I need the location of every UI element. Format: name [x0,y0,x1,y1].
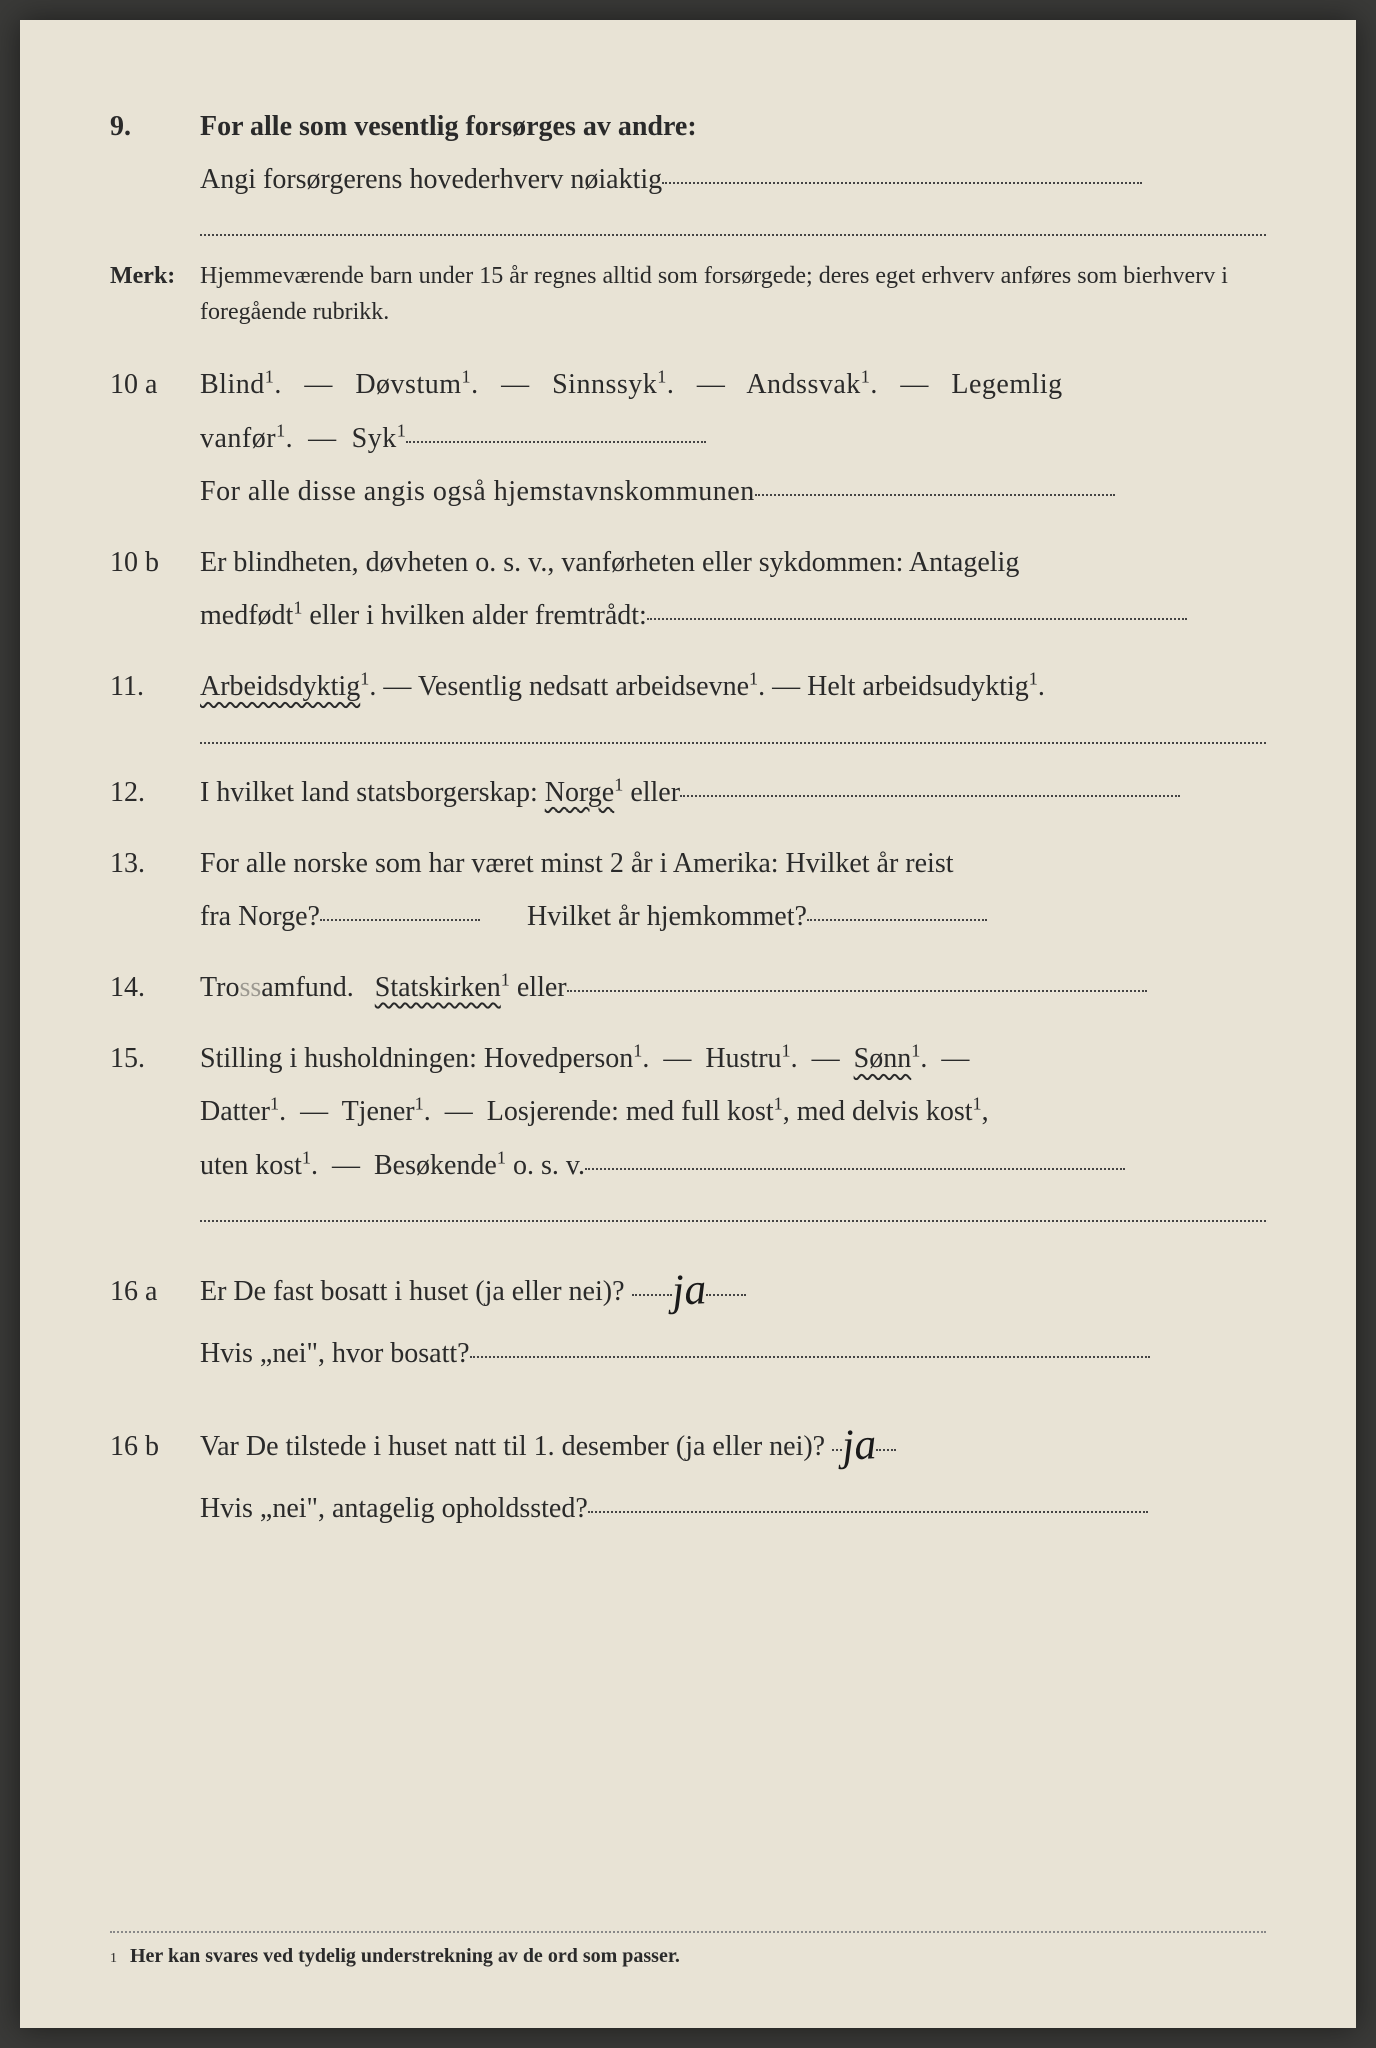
q14-content: Trossamfund. Statskirken1 eller [200,961,1266,1014]
merk-note: Merk: Hjemmeværende barn under 15 år reg… [110,258,1266,330]
question-16a: 16 a Er De fast bosatt i huset (ja eller… [110,1244,1266,1381]
separator-line [200,234,1266,236]
blank-line [585,1168,1125,1170]
q15-underlined: Sønn [854,1043,912,1074]
q16b-number: 16 b [110,1420,200,1473]
separator-line [200,1220,1266,1222]
q10a-line3: For alle disse angis også hjemstavnskomm… [200,465,1266,518]
question-11: 11. Arbeidsdyktig1. — Vesentlig nedsatt … [110,660,1266,713]
merk-text: Hjemmeværende barn under 15 år regnes al… [200,258,1266,330]
q9-line1: For alle som vesentlig forsørges av andr… [200,100,1266,153]
blank-line [406,441,706,443]
blank-line [755,494,1115,496]
q10a-number: 10 a [110,358,200,411]
q9-content: For alle som vesentlig forsørges av andr… [200,100,1266,206]
footnote: 1 Her kan svares ved tydelig understrekn… [110,1931,1266,1968]
q11-number: 11. [110,660,200,713]
q11-underlined: Arbeidsdyktig [200,671,360,702]
q10a-content: Blind1. — Døvstum1. — Sinnssyk1. — Andss… [200,358,1266,518]
blank-line [470,1356,1150,1358]
blank-line [647,618,1187,620]
q16a-number: 16 a [110,1265,200,1318]
question-9: 9. For alle som vesentlig forsørges av a… [110,100,1266,206]
q16b-content: Var De tilstede i huset natt til 1. dese… [200,1399,1266,1536]
q12-content: I hvilket land statsborgerskap: Norge1 e… [200,766,1266,819]
blank-line [588,1511,1148,1513]
census-form-page: 9. For alle som vesentlig forsørges av a… [20,20,1356,2028]
q12-underlined: Norge [545,777,614,808]
question-15: 15. Stilling i husholdningen: Hovedperso… [110,1032,1266,1192]
q10b-number: 10 b [110,536,200,589]
blank-line [662,182,1142,184]
merk-label: Merk: [110,258,200,294]
q11-content: Arbeidsdyktig1. — Vesentlig nedsatt arbe… [200,660,1266,713]
q16b-answer: ja [840,1402,879,1487]
q9-number: 9. [110,100,200,153]
question-10a: 10 a Blind1. — Døvstum1. — Sinnssyk1. — … [110,358,1266,518]
blank-line [320,919,480,921]
question-12: 12. I hvilket land statsborgerskap: Norg… [110,766,1266,819]
question-14: 14. Trossamfund. Statskirken1 eller [110,961,1266,1014]
question-10b: 10 b Er blindheten, døvheten o. s. v., v… [110,536,1266,642]
q9-line2: Angi forsørgerens hovederhverv nøiaktig [200,153,1266,206]
q13-content: For alle norske som har været minst 2 år… [200,837,1266,943]
q16a-answer: ja [669,1247,708,1332]
footnote-text: Her kan svares ved tydelig understreknin… [130,1945,680,1967]
q14-underlined: Statskirken [375,972,501,1003]
q15-content: Stilling i husholdningen: Hovedperson1. … [200,1032,1266,1192]
blank-line [567,990,1147,992]
q12-number: 12. [110,766,200,819]
blank-line [680,795,1180,797]
q16a-content: Er De fast bosatt i huset (ja eller nei)… [200,1244,1266,1381]
separator-line [200,742,1266,744]
question-16b: 16 b Var De tilstede i huset natt til 1.… [110,1399,1266,1536]
question-13: 13. For alle norske som har været minst … [110,837,1266,943]
blank-line [807,919,987,921]
q14-number: 14. [110,961,200,1014]
q10b-content: Er blindheten, døvheten o. s. v., vanfør… [200,536,1266,642]
q15-number: 15. [110,1032,200,1085]
footnote-marker: 1 [110,1951,117,1966]
q13-number: 13. [110,837,200,890]
